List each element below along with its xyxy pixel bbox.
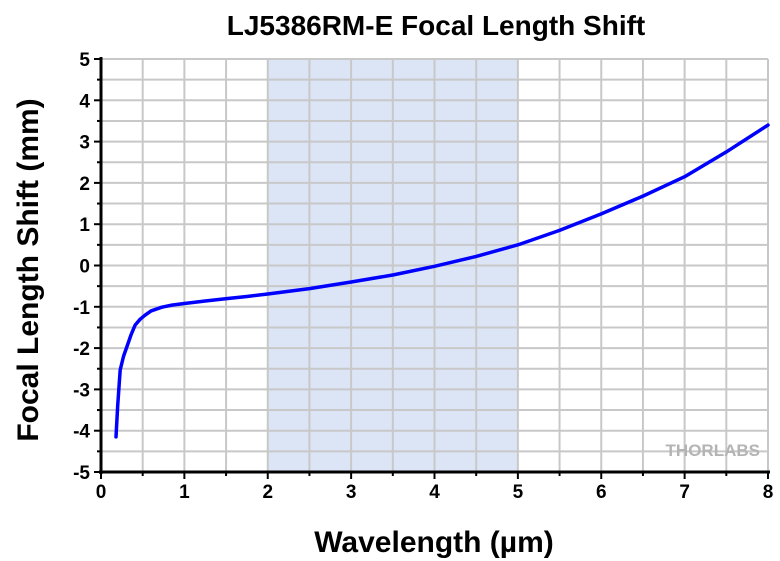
y-tick-label: 1: [79, 215, 90, 236]
y-axis-label: Focal Length Shift (mm): [12, 98, 45, 441]
x-tick-label: 6: [596, 482, 607, 503]
x-tick-label: 5: [513, 482, 524, 503]
chart-title: LJ5386RM-E Focal Length Shift: [227, 10, 646, 41]
x-tick-label: 2: [262, 482, 273, 503]
x-tick-label: 3: [346, 482, 357, 503]
x-tick-label: 8: [763, 482, 774, 503]
x-axis-label: Wavelength (µm): [314, 526, 554, 559]
y-tick-label: -3: [73, 380, 90, 401]
y-tick-label: 4: [79, 91, 90, 112]
x-tick-label: 7: [679, 482, 690, 503]
y-tick-label: 3: [79, 133, 90, 154]
y-tick-label: 5: [79, 50, 90, 71]
thorlabs-watermark: THORLABS: [666, 441, 760, 460]
y-tick-label: -5: [73, 463, 90, 484]
y-tick-label: 0: [79, 257, 90, 278]
y-tick-label: -4: [73, 422, 90, 443]
x-tick-label: 4: [429, 482, 440, 503]
y-tick-label: 2: [79, 174, 90, 195]
data-line: [114, 123, 770, 439]
y-tick-label: -2: [73, 339, 90, 360]
x-tick-label: 0: [96, 482, 107, 503]
y-tick-label: -1: [73, 298, 90, 319]
x-tick-label: 1: [179, 482, 190, 503]
